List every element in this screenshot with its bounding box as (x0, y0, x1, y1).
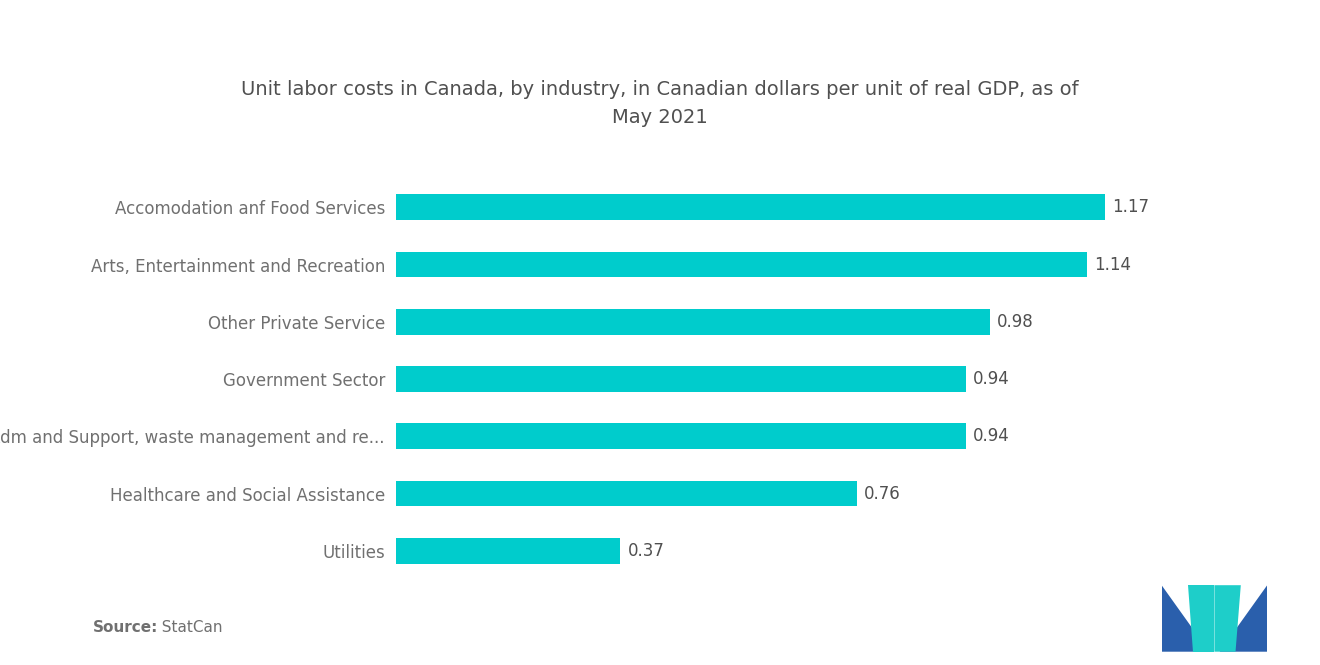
Bar (396, 424, 966, 449)
Bar (396, 538, 620, 564)
Text: 0.94: 0.94 (973, 370, 1010, 388)
Bar (396, 194, 1105, 220)
Text: 0.76: 0.76 (865, 485, 900, 503)
Polygon shape (1188, 585, 1214, 652)
Text: 0.98: 0.98 (998, 313, 1034, 331)
Bar (396, 251, 1088, 277)
Text: 1.17: 1.17 (1113, 198, 1150, 216)
Text: 0.94: 0.94 (973, 428, 1010, 446)
Bar (396, 309, 990, 334)
Text: Unit labor costs in Canada, by industry, in Canadian dollars per unit of real GD: Unit labor costs in Canada, by industry,… (242, 80, 1078, 127)
Text: Source:: Source: (92, 620, 158, 635)
Bar (396, 481, 857, 507)
Polygon shape (1162, 585, 1209, 652)
Bar (396, 366, 966, 392)
Text: 1.14: 1.14 (1094, 255, 1131, 273)
Text: 0.37: 0.37 (627, 542, 664, 560)
Polygon shape (1214, 585, 1241, 652)
Text: StatCan: StatCan (152, 620, 222, 635)
Polygon shape (1220, 585, 1267, 652)
